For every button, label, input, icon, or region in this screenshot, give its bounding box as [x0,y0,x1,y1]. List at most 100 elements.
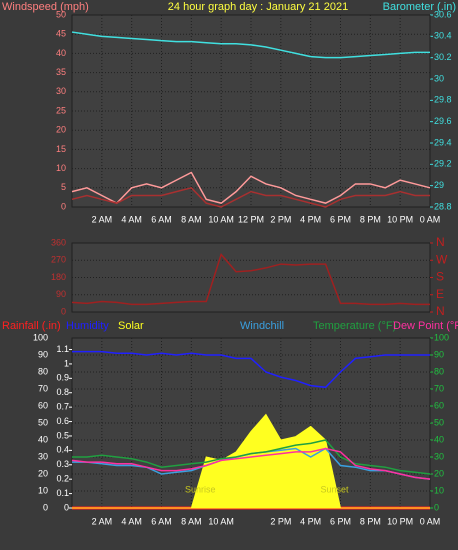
tick-label: 25 [56,105,66,115]
tick-label: 28.8 [434,201,452,211]
tick-label: W [436,252,448,266]
x-tick-label: 8 AM [181,214,202,224]
tick-label: 50 [434,417,444,427]
tick-label: 90 [56,289,66,299]
tick-label: 50 [56,9,66,19]
tick-label: 30 [434,73,444,83]
x-tick-label: 2 PM [270,214,291,224]
tick-label: 0.8 [56,387,69,397]
annotation: Sunrise [185,484,216,494]
x-tick-label: 0 AM [420,516,441,526]
x-tick-label: 2 AM [92,516,113,526]
x-tick-label: 4 PM [300,214,321,224]
tick-label: 20 [434,468,444,478]
tick-label: 1.1 [56,344,69,354]
tick-label: 20 [38,468,48,478]
solar-area [72,413,430,509]
x-tick-label: 0 AM [420,214,441,224]
series-name: Dew Point (°F) [393,320,458,332]
series-name: Rainfall (.in) [2,320,61,332]
tick-label: 20 [56,125,66,135]
tick-label: 100 [33,332,48,342]
series-line [71,252,430,306]
series-name: Solar [118,320,144,332]
tick-label: N [436,235,445,249]
tick-label: 30.2 [434,52,452,62]
tick-label: 80 [38,366,48,376]
tick-label: 90 [38,349,48,359]
tick-label: 360 [51,237,66,247]
tick-label: 0.1 [56,488,69,498]
tick-label: 70 [38,383,48,393]
tick-label: 100 [434,332,449,342]
tick-label: 40 [38,434,48,444]
x-tick-label: 6 PM [330,214,351,224]
tick-label: 0 [434,502,439,512]
tick-label: 40 [56,48,66,58]
tick-label: 60 [434,400,444,410]
x-tick-label: 10 PM [387,516,413,526]
tick-label: 0.9 [56,373,69,383]
tick-label: 29.6 [434,116,452,126]
tick-label: 10 [56,163,66,173]
tick-label: 0.4 [56,445,69,455]
tick-label: 60 [38,400,48,410]
wind-label: Windspeed (mph) [2,1,89,13]
tick-label: 70 [434,383,444,393]
x-tick-label: 6 AM [151,214,172,224]
x-tick-label: 2 PM [270,516,291,526]
tick-label: 10 [434,485,444,495]
tick-label: 35 [56,67,66,77]
tick-label: 40 [434,434,444,444]
tick-label: 0.7 [56,402,69,412]
tick-label: 0.5 [56,430,69,440]
series-name: Temperature (°F) [313,320,396,332]
series-line [72,439,431,475]
x-tick-label: 4 AM [121,516,142,526]
tick-label: 29.2 [434,159,452,169]
tick-label: 270 [51,255,66,265]
series-line [72,350,430,389]
tick-label: 0.2 [56,474,69,484]
tick-label: 30 [38,451,48,461]
x-tick-label: 8 PM [360,214,381,224]
tick-label: 30.6 [434,9,452,19]
tick-label: 1 [64,358,69,368]
x-tick-label: 6 AM [151,516,172,526]
tick-label: 45 [56,29,66,39]
tick-label: 180 [51,272,66,282]
series-name: Windchill [240,320,284,332]
series-name: Humidity [66,320,109,332]
x-tick-label: 10 AM [208,214,234,224]
tick-label: 5 [61,182,66,192]
chart-title: 24 hour graph day : January 21 2021 [168,1,348,13]
series-line [71,447,431,480]
tick-label: 30.4 [434,31,452,41]
tick-label: 10 [38,485,48,495]
tick-label: 0.3 [56,459,69,469]
tick-label: 0 [43,502,48,512]
tick-label: 80 [434,366,444,376]
tick-label: 50 [38,417,48,427]
tick-label: 29.4 [434,137,452,147]
tick-label: 29.8 [434,95,452,105]
x-tick-label: 6 PM [330,516,351,526]
x-tick-label: 8 PM [360,516,381,526]
plot-area [71,242,431,313]
x-tick-label: 10 PM [387,214,413,224]
x-tick-label: 12 PM [238,214,264,224]
tick-label: N [436,304,445,318]
tick-label: 0 [61,201,66,211]
series-line [71,31,430,59]
x-tick-label: 10 AM [208,516,234,526]
series-line [71,171,431,205]
series-line [71,186,430,208]
tick-label: S [436,270,444,284]
tick-label: 15 [56,144,66,154]
barometer-label: Barometer (.in) [383,1,456,13]
x-tick-label: 8 AM [181,516,202,526]
tick-label: 0.6 [56,416,69,426]
tick-label: 29 [434,180,444,190]
tick-label: 0 [64,502,69,512]
